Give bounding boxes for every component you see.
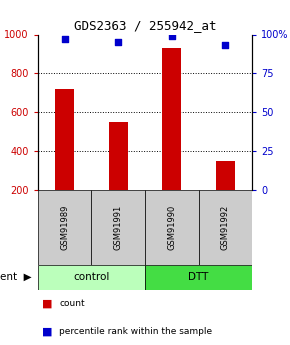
Bar: [216, 161, 235, 190]
Bar: [145, 265, 252, 290]
Text: count: count: [59, 299, 85, 308]
Text: GSM91989: GSM91989: [60, 205, 69, 250]
Bar: [91, 190, 145, 265]
Bar: [162, 48, 181, 190]
Text: agent  ▶: agent ▶: [0, 273, 32, 283]
Point: [223, 43, 228, 48]
Bar: [38, 190, 91, 265]
Text: GSM91991: GSM91991: [114, 205, 123, 250]
Bar: [38, 265, 145, 290]
Point: [116, 40, 121, 45]
Text: ■: ■: [42, 299, 52, 309]
Title: GDS2363 / 255942_at: GDS2363 / 255942_at: [74, 19, 216, 32]
Text: GSM91990: GSM91990: [167, 205, 176, 250]
Bar: [145, 190, 199, 265]
Text: ■: ■: [42, 326, 52, 336]
Bar: [199, 190, 252, 265]
Text: control: control: [73, 273, 110, 283]
Point: [62, 37, 67, 42]
Point: [169, 33, 174, 39]
Bar: [55, 89, 74, 190]
Text: percentile rank within the sample: percentile rank within the sample: [59, 327, 212, 336]
Text: DTT: DTT: [188, 273, 209, 283]
Bar: [109, 122, 128, 190]
Text: GSM91992: GSM91992: [221, 205, 230, 250]
